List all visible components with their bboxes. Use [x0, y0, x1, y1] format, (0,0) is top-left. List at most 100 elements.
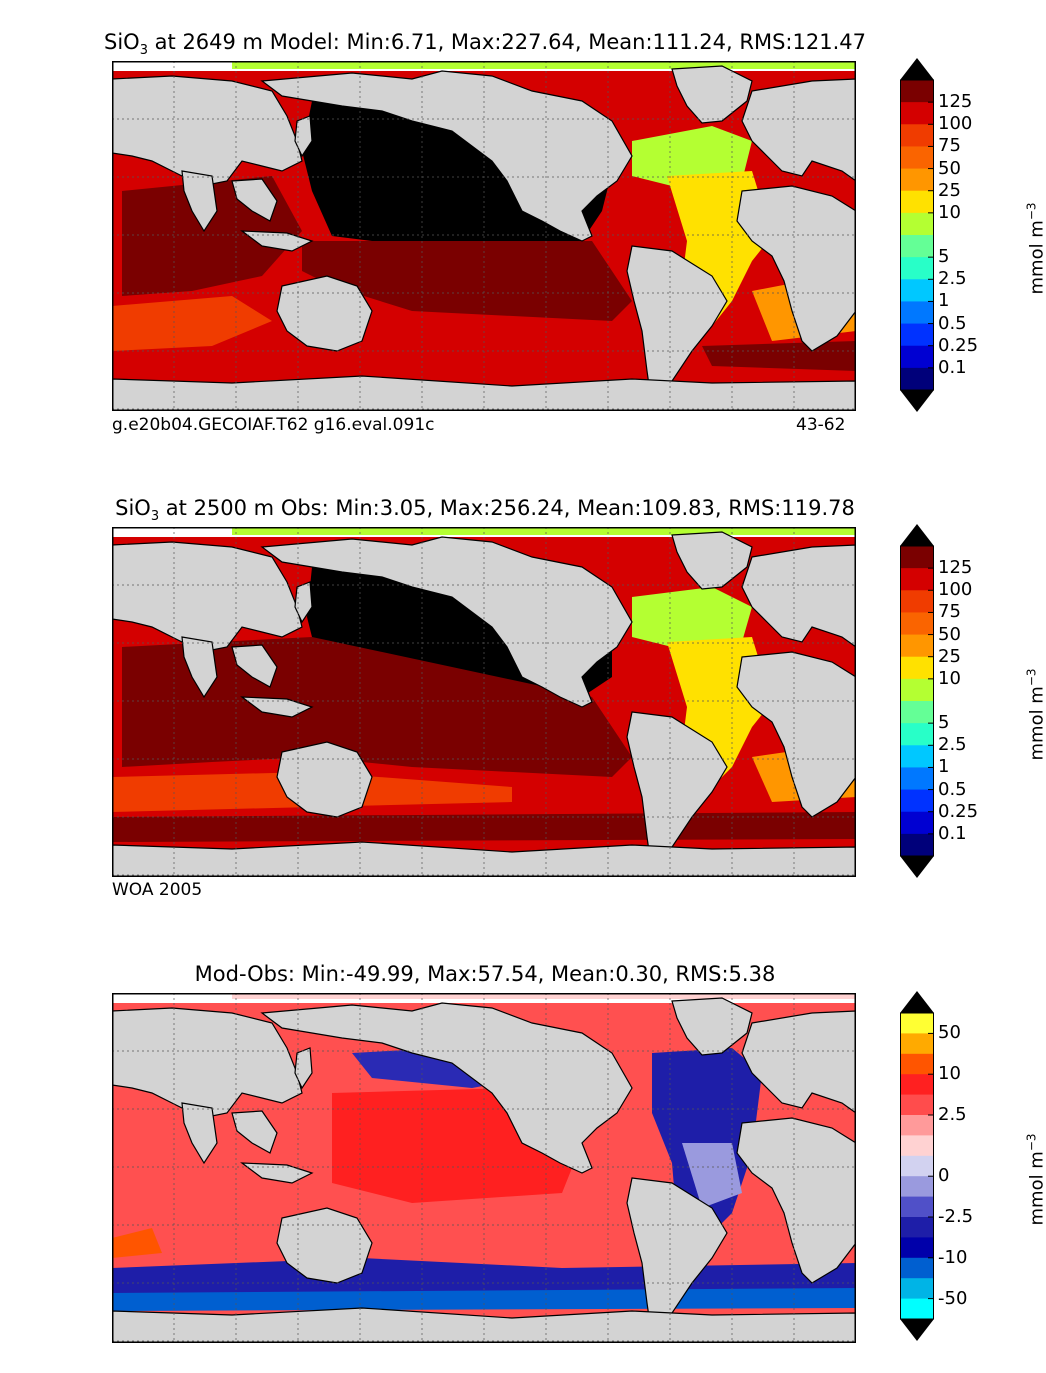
colorbar-swatch — [900, 1033, 934, 1055]
colorbar-swatch — [900, 789, 934, 813]
colorbar-swatch — [900, 257, 934, 280]
colorbar-swatch — [900, 146, 934, 170]
colorbar-swatch — [900, 323, 934, 347]
colorbar-tick-label: 100 — [938, 113, 973, 135]
colorbar-tick-label: 75 — [938, 135, 961, 157]
colorbar-tick-label: 10 — [938, 201, 961, 223]
panel3-title: Mod-Obs: Min:-49.99, Max:57.54, Mean:0.3… — [194, 962, 776, 986]
land-mass — [294, 1047, 313, 1090]
panel2-colorbar: 125 100 75 50 25 10 5 2.5 1 0.5 0.25 0.1 mmol m−3 — [900, 524, 1046, 878]
colorbar-swatch — [900, 1115, 934, 1136]
colorbar-tick-label: -50 — [938, 1287, 968, 1309]
land-mass — [741, 544, 856, 648]
colorbar-swatch — [900, 656, 934, 680]
colorbar-graphic — [900, 524, 934, 878]
atlantic-weak-negative — [682, 1143, 742, 1208]
colorbar-frame — [900, 1012, 934, 1320]
colorbar-bottom-extension — [900, 390, 934, 412]
colorbar-swatch — [900, 590, 934, 613]
land-mass — [240, 1162, 314, 1184]
colorbar-swatch — [900, 745, 934, 768]
map-frame — [112, 61, 856, 411]
colorbar-tick-label: 0 — [938, 1165, 950, 1187]
colorbar-tick-label: 125 — [938, 91, 973, 113]
land-mass — [181, 1102, 218, 1165]
land-mass — [294, 115, 313, 158]
colorbar-swatch — [900, 1155, 934, 1177]
panel3-map — [112, 993, 856, 1343]
colorbar-tick-label: 5 — [938, 712, 950, 734]
colorbar-graphic — [900, 991, 934, 1341]
colorbar-swatch — [900, 1217, 934, 1238]
panel2-title: SiO3 at 2500 m Obs: Min:3.05, Max:256.24… — [115, 496, 855, 525]
colorbar-unit-label: mmol m−3 — [1024, 202, 1046, 295]
panel1-map — [112, 61, 856, 411]
land-mass — [112, 1007, 303, 1119]
south-pacific-band — [302, 241, 632, 321]
colorbar-swatch — [900, 212, 934, 236]
colorbar-unit-label: mmol m−3 — [1024, 668, 1046, 761]
colorbar-tick-label: 10 — [938, 1063, 961, 1085]
colorbar-swatch — [900, 1237, 934, 1259]
colorbar-tick-label: 5 — [938, 246, 950, 268]
colorbar-tick-label: 2.5 — [938, 734, 967, 756]
colorbar-swatch — [900, 190, 934, 214]
colorbar-tick-label: -10 — [938, 1246, 968, 1268]
colorbar-swatch — [900, 1176, 934, 1198]
southern-indian-band — [112, 296, 272, 351]
land-mass — [276, 741, 373, 818]
land-mass — [276, 1207, 373, 1284]
colorbar-tick-label: 0.25 — [938, 800, 979, 822]
colorbar-swatch — [900, 345, 934, 369]
colorbar-swatch — [900, 1278, 934, 1300]
colorbar-swatch — [900, 723, 934, 746]
colorbar-tick-label: 100 — [938, 579, 973, 601]
panel1-years-label: 43-62 — [796, 415, 846, 435]
colorbar-swatch — [900, 102, 934, 125]
colorbar-swatch — [900, 124, 934, 147]
colorbar-bottom-extension — [900, 856, 934, 878]
colorbar-tick-label: 0.1 — [938, 356, 967, 378]
colorbar-tick-label: 0.5 — [938, 312, 967, 334]
colorbar-swatch — [900, 80, 934, 103]
colorbar-top-extension — [900, 58, 934, 80]
colorbar-tick-label: 25 — [938, 645, 961, 667]
colorbar-unit-label: mmol m−3 — [1024, 1133, 1046, 1226]
colorbar-tick-label: 50 — [938, 623, 961, 645]
colorbar-tick-label: 50 — [938, 157, 961, 179]
colorbar-tick-label: 2.5 — [938, 1104, 967, 1125]
land-mass — [260, 536, 633, 708]
colorbar-tick-label: 0.25 — [938, 334, 979, 356]
colorbar-swatch — [900, 634, 934, 658]
land-mass — [260, 70, 633, 242]
colorbar-frame — [900, 79, 934, 391]
colorbar-tick-label: 50 — [938, 1022, 961, 1044]
colorbar-frame — [900, 545, 934, 857]
colorbar-top-extension — [900, 524, 934, 546]
colorbar-tick-label: 25 — [938, 179, 961, 201]
land-mass — [181, 170, 218, 233]
colorbar-swatch — [900, 811, 934, 835]
colorbar-swatch — [900, 1135, 934, 1157]
panel2-source-label: WOA 2005 — [112, 880, 203, 900]
north-atlantic-low — [632, 587, 752, 647]
land-mass — [741, 78, 856, 182]
colorbar-swatch — [900, 1053, 934, 1075]
colorbar-swatch — [900, 1013, 934, 1034]
colorbar-tick-label: 10 — [938, 667, 961, 689]
colorbar-swatch — [900, 568, 934, 591]
colorbar-swatch — [900, 1298, 934, 1320]
colorbar-swatch — [900, 235, 934, 258]
colorbar-swatch — [900, 833, 934, 857]
land-mass — [276, 275, 373, 352]
colorbar-tick-label: 0.5 — [938, 778, 967, 800]
panel1-title: SiO3 at 2649 m Model: Min:6.71, Max:227.… — [104, 30, 866, 59]
colorbar-swatch — [900, 1196, 934, 1218]
colorbar-tick-label: 75 — [938, 601, 961, 623]
colorbar-swatch — [900, 1257, 934, 1279]
panel2-map — [112, 527, 856, 877]
land-mass — [736, 651, 856, 818]
colorbar-graphic — [900, 58, 934, 412]
colorbar-swatch — [900, 1074, 934, 1096]
land-mass — [736, 1117, 856, 1284]
